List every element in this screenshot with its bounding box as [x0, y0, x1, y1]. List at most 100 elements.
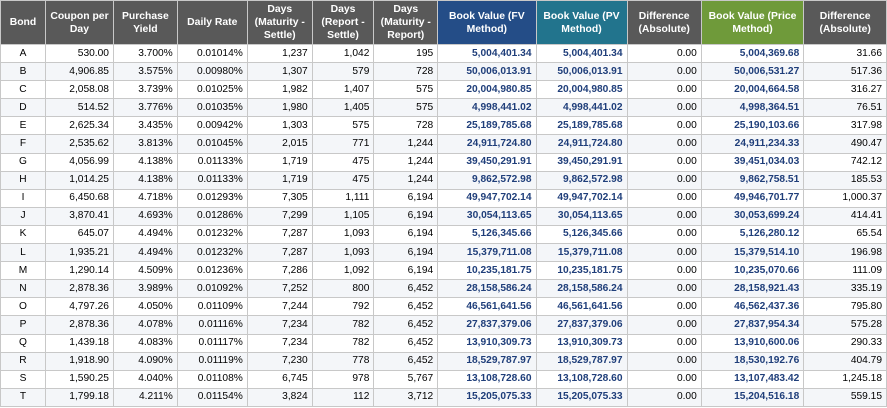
cell-purchase-yield: 4.138% — [112, 152, 178, 172]
table-row: L 1,935.21 4.494% 0.01232% 7,287 1,093 6,194 15… — [0, 243, 887, 263]
cell-coupon-per-day: 4,797.26 — [44, 297, 114, 317]
cell-days-report-settle: 1,093 — [311, 224, 375, 245]
cell-days-report-settle: 978 — [311, 369, 375, 389]
cell-days-report-settle: 1,093 — [311, 243, 375, 263]
cell-purchase-yield: 4.509% — [112, 261, 178, 281]
cell-difference-fv-pv: 0.00 — [626, 315, 702, 335]
cell-coupon-per-day: 2,058.08 — [44, 80, 114, 100]
cell-daily-rate: 0.01025% — [176, 80, 248, 100]
cell-difference-price: 317.98 — [803, 116, 887, 136]
cell-difference-fv-pv: 0.00 — [626, 333, 702, 353]
column-header: Days (Maturity - Settle) — [246, 0, 313, 45]
cell-book-value-pv: 46,561,641.56 — [535, 297, 628, 317]
cell-days-maturity-report: 728 — [373, 62, 439, 82]
cell-purchase-yield: 3.700% — [112, 43, 178, 64]
column-header: Days (Maturity - Report) — [373, 0, 439, 45]
cell-book-value-fv: 9,862,572.98 — [437, 170, 537, 190]
cell-difference-price: 404.79 — [803, 351, 887, 371]
table-row: N 2,878.36 3.989% 0.01092% 7,252 800 6,452 28,1… — [0, 279, 887, 299]
cell-difference-price: 196.98 — [803, 243, 887, 263]
cell-coupon-per-day: 1,799.18 — [44, 387, 114, 407]
cell-purchase-yield: 3.575% — [112, 62, 178, 82]
cell-difference-price: 490.47 — [803, 134, 887, 154]
cell-days-maturity-settle: 7,305 — [246, 188, 313, 208]
cell-days-maturity-settle: 2,015 — [246, 134, 313, 154]
cell-days-maturity-settle: 6,745 — [246, 369, 313, 389]
table-body: A 530.00 3.700% 0.01014% 1,237 1,042 195 5,004,… — [0, 43, 887, 407]
table-row: P 2,878.36 4.078% 0.01116% 7,234 782 6,452 27,8… — [0, 315, 887, 335]
cell-difference-price: 65.54 — [803, 224, 887, 245]
cell-days-maturity-settle: 1,980 — [246, 98, 313, 118]
cell-difference-price: 517.36 — [803, 62, 887, 82]
cell-book-value-fv: 49,947,702.14 — [437, 188, 537, 208]
cell-book-value-pv: 25,189,785.68 — [535, 116, 628, 136]
cell-days-report-settle: 771 — [311, 134, 375, 154]
cell-book-value-price: 20,004,664.58 — [700, 80, 805, 100]
cell-difference-fv-pv: 0.00 — [626, 134, 702, 154]
cell-days-maturity-report: 6,452 — [373, 333, 439, 353]
cell-purchase-yield: 3.813% — [112, 134, 178, 154]
table-row: O 4,797.26 4.050% 0.01109% 7,244 792 6,452 46,5… — [0, 297, 887, 317]
cell-days-maturity-settle: 3,824 — [246, 387, 313, 407]
cell-difference-price: 316.27 — [803, 80, 887, 100]
cell-difference-price: 559.15 — [803, 387, 887, 407]
cell-purchase-yield: 4.090% — [112, 351, 178, 371]
cell-days-maturity-settle: 1,237 — [246, 43, 313, 64]
column-header: Difference (Absolute) — [803, 0, 887, 45]
table-row: B 4,906.85 3.575% 0.00980% 1,307 579 728 50,006… — [0, 62, 887, 82]
cell-difference-fv-pv: 0.00 — [626, 297, 702, 317]
cell-book-value-fv: 4,998,441.02 — [437, 98, 537, 118]
cell-book-value-fv: 15,379,711.08 — [437, 243, 537, 263]
cell-book-value-price: 13,910,600.06 — [700, 333, 805, 353]
cell-bond: B — [0, 62, 46, 82]
cell-purchase-yield: 4.138% — [112, 170, 178, 190]
cell-days-report-settle: 1,092 — [311, 261, 375, 281]
cell-daily-rate: 0.01108% — [176, 369, 248, 389]
cell-coupon-per-day: 2,625.34 — [44, 116, 114, 136]
cell-difference-fv-pv: 0.00 — [626, 279, 702, 299]
cell-book-value-fv: 13,108,728.60 — [437, 369, 537, 389]
cell-bond: P — [0, 315, 46, 335]
cell-daily-rate: 0.01045% — [176, 134, 248, 154]
cell-days-maturity-report: 6,194 — [373, 206, 439, 226]
cell-daily-rate: 0.01293% — [176, 188, 248, 208]
cell-days-maturity-report: 6,194 — [373, 188, 439, 208]
column-header: Purchase Yield — [112, 0, 178, 45]
cell-days-report-settle: 800 — [311, 279, 375, 299]
cell-purchase-yield: 4.494% — [112, 224, 178, 245]
cell-book-value-fv: 50,006,013.91 — [437, 62, 537, 82]
cell-days-maturity-settle: 7,287 — [246, 243, 313, 263]
cell-book-value-fv: 30,054,113.65 — [437, 206, 537, 226]
cell-bond: D — [0, 98, 46, 118]
cell-book-value-fv: 24,911,724.80 — [437, 134, 537, 154]
cell-book-value-fv: 39,450,291.91 — [437, 152, 537, 172]
cell-days-maturity-report: 6,194 — [373, 243, 439, 263]
cell-daily-rate: 0.01092% — [176, 279, 248, 299]
cell-difference-fv-pv: 0.00 — [626, 98, 702, 118]
cell-daily-rate: 0.01133% — [176, 170, 248, 190]
table-row: Q 1,439.18 4.083% 0.01117% 7,234 782 6,452 13,9… — [0, 333, 887, 353]
cell-book-value-fv: 25,189,785.68 — [437, 116, 537, 136]
cell-book-value-fv: 13,910,309.73 — [437, 333, 537, 353]
cell-book-value-price: 30,053,699.24 — [700, 206, 805, 226]
cell-bond: K — [0, 224, 46, 245]
cell-daily-rate: 0.01014% — [176, 43, 248, 64]
cell-book-value-pv: 20,004,980.85 — [535, 80, 628, 100]
cell-book-value-pv: 50,006,013.91 — [535, 62, 628, 82]
cell-book-value-price: 9,862,758.51 — [700, 170, 805, 190]
cell-book-value-price: 10,235,070.66 — [700, 261, 805, 281]
cell-days-maturity-report: 1,244 — [373, 170, 439, 190]
cell-book-value-price: 15,379,514.10 — [700, 243, 805, 263]
cell-days-maturity-report: 728 — [373, 116, 439, 136]
cell-daily-rate: 0.01232% — [176, 224, 248, 245]
cell-coupon-per-day: 1,590.25 — [44, 369, 114, 389]
column-header: Book Value (Price Method) — [700, 0, 805, 45]
cell-daily-rate: 0.01286% — [176, 206, 248, 226]
cell-days-report-settle: 1,407 — [311, 80, 375, 100]
cell-coupon-per-day: 6,450.68 — [44, 188, 114, 208]
cell-difference-fv-pv: 0.00 — [626, 62, 702, 82]
cell-bond: I — [0, 188, 46, 208]
cell-bond: H — [0, 170, 46, 190]
cell-bond: E — [0, 116, 46, 136]
